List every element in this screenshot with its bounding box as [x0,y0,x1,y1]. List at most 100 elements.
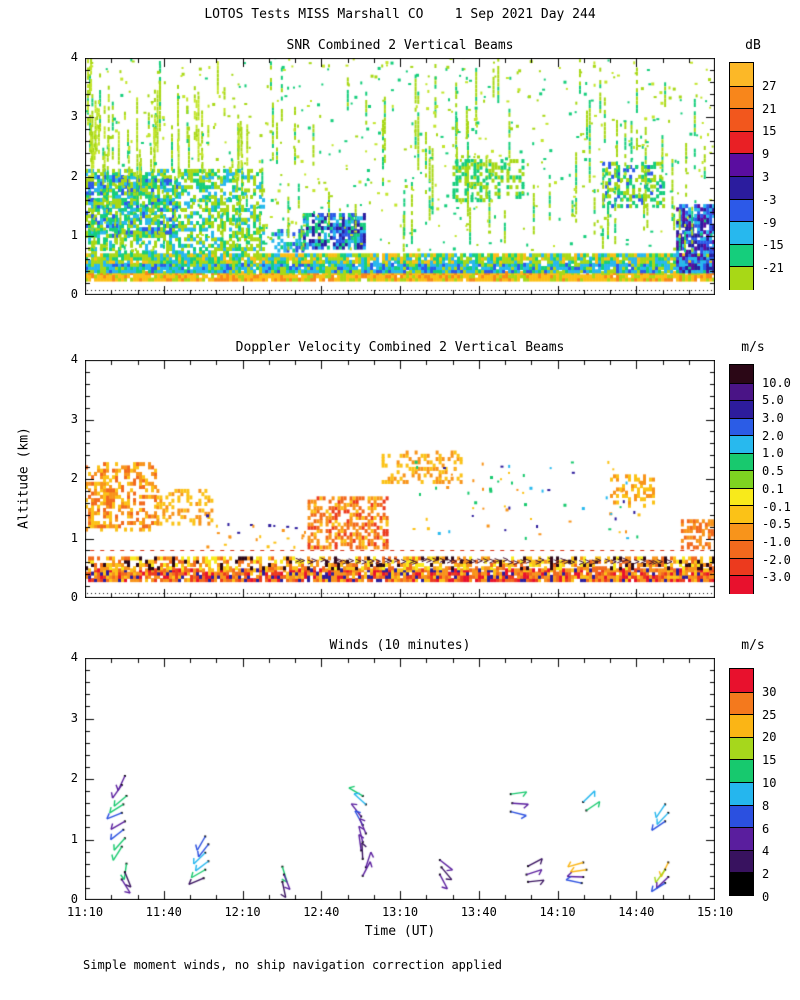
snr-heatmap-canvas [85,58,715,295]
colorbar-segment [730,736,753,761]
colorbar-label: 5.0 [762,393,784,408]
colorbar-segment [730,382,753,402]
colorbar-segment [730,522,753,542]
colorbar-segment [730,452,753,472]
colorbar-segment [730,714,753,738]
y-tick-label: 2 [70,771,78,785]
colorbar-segment [730,365,753,383]
colorbar-label: -3.0 [762,570,791,585]
colorbar-label: 20 [762,730,777,745]
colorbar-segment [730,130,753,155]
colorbar-label: 27 [762,78,777,93]
colorbar-label: 25 [762,707,777,722]
colorbar-segment [730,872,753,896]
colorbar-segment [730,470,753,489]
colorbar-units-doppler: m/s [741,340,765,355]
colorbar-segment [730,400,753,419]
colorbar-segment [730,691,753,716]
y-tick-label: 0 [70,892,78,906]
colorbar-segment [730,849,753,874]
colorbar-segment [730,108,753,132]
colorbar-label: -2.0 [762,552,791,567]
winds-colorbar [729,668,754,896]
colorbar-segment [730,759,753,783]
y-tick-label: 3 [70,109,78,124]
x-tick-label: 12:40 [303,905,340,919]
y-tick-label: 1 [70,530,78,545]
colorbar-segment [730,221,753,245]
y-tick-label: 0 [70,590,78,604]
colorbar-segment [730,435,753,454]
colorbar-segment [730,804,753,829]
colorbar-segment [730,153,753,177]
y-tick-label: 4 [70,352,78,366]
doppler-heatmap-canvas [85,360,715,598]
colorbar-label: -9 [762,215,777,230]
colorbar-segment [730,85,753,110]
y-tick-label: 1 [70,227,78,242]
colorbar-label: 30 [762,684,777,699]
colorbar-label: 10 [762,776,777,790]
x-tick-label: 12:10 [224,905,261,919]
x-tick-label: 11:10 [66,905,104,919]
colorbar-segment [730,782,753,806]
panel-title-snr: SNR Combined 2 Vertical Beams [286,38,514,53]
colorbar-label: 8 [762,798,770,813]
x-tick-label: 15:10 [696,905,734,919]
colorbar-segment [730,487,753,507]
colorbar-label: -1.0 [762,534,791,549]
footer-note: Simple moment winds, no ship navigation … [83,958,503,972]
colorbar-segment [730,198,753,223]
colorbar-label: 1.0 [762,446,784,461]
y-tick-label: 3 [70,710,78,725]
colorbar-label: 0.5 [762,464,784,479]
colorbar-label: -21 [762,261,784,276]
colorbar-label: 3.0 [762,411,784,426]
colorbar-label: 9 [762,147,770,162]
x-tick-label: 13:10 [381,905,419,919]
page-title: LOTOS Tests MISS Marshall CO 1 Sep 2021 … [204,7,596,22]
colorbar-label: -15 [762,238,784,253]
colorbar-segment [730,557,753,577]
y-tick-label: 4 [70,650,78,664]
colorbar-label: 3 [762,170,770,184]
panel-title-doppler: Doppler Velocity Combined 2 Vertical Bea… [235,340,565,355]
colorbar-label: 2.0 [762,428,784,443]
snr-colorbar [729,62,754,290]
y-tick-label: 2 [70,471,78,485]
x-tick-label: 14:10 [539,905,576,919]
y-axis-label: Altitude (km) [16,427,32,529]
colorbar-segment [730,176,753,200]
colorbar-label: 4 [762,844,770,859]
colorbar-label: 21 [762,101,777,116]
colorbar-segment [730,540,753,559]
colorbar-segment [730,266,753,290]
y-tick-label: 1 [70,831,78,846]
colorbar-label: -0.5 [762,517,791,532]
y-tick-label: 2 [70,168,78,183]
colorbar-label: 0 [762,890,770,904]
colorbar-label: 15 [762,753,777,768]
winds-barb-canvas [85,658,715,900]
y-tick-label: 4 [70,50,78,64]
colorbar-segment [730,505,753,524]
colorbar-segment [730,243,753,268]
x-tick-label: 13:40 [460,905,497,919]
y-tick-label: 3 [70,411,78,426]
colorbar-segment [730,63,753,86]
colorbar-label: 10.0 [762,375,791,390]
colorbar-label: -0.1 [762,499,791,514]
y-tick-label: 0 [70,287,78,301]
colorbar-label: -3 [762,192,777,207]
colorbar-segment [730,669,753,692]
colorbar-units-snr: dB [745,38,761,53]
colorbar-segment [730,827,753,851]
colorbar-label: 2 [762,867,770,882]
colorbar-label: 0.1 [762,481,784,496]
colorbar-label: 15 [762,124,777,139]
colorbar-segment [730,417,753,437]
colorbar-units-winds: m/s [741,638,765,653]
x-tick-label: 11:40 [145,905,182,919]
colorbar-label: 6 [762,821,770,836]
